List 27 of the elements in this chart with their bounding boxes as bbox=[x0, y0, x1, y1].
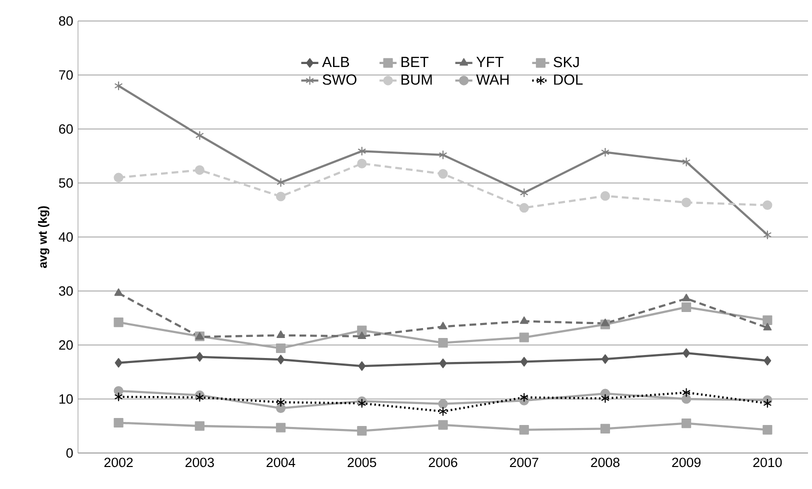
x-tick-label: 2002 bbox=[104, 458, 133, 468]
legend-label: ALB bbox=[322, 56, 350, 68]
legend-label: DOL bbox=[554, 74, 583, 85]
legend-label: SKJ bbox=[554, 56, 579, 68]
y-tick-label: 10 bbox=[59, 394, 73, 404]
legend-label: SWO bbox=[322, 74, 356, 85]
y-tick-label: 50 bbox=[59, 178, 73, 188]
y-tick-label: 60 bbox=[59, 124, 73, 134]
y-tick-label: 70 bbox=[59, 70, 73, 80]
legend-label: BUM bbox=[402, 74, 432, 85]
x-tick-label: 2008 bbox=[591, 458, 620, 468]
x-tick-label: 2003 bbox=[186, 458, 214, 468]
y-tick-label: 0 bbox=[66, 448, 73, 458]
y-axis-title: avg wt (kg) bbox=[38, 206, 50, 268]
x-tick-label: 2010 bbox=[753, 458, 782, 468]
legend-label: WAH bbox=[476, 74, 509, 85]
y-tick-label: 30 bbox=[58, 286, 73, 296]
y-tick-label: 20 bbox=[59, 340, 73, 350]
x-tick-label: 2009 bbox=[672, 458, 701, 468]
legend-label: YFT bbox=[476, 56, 504, 68]
x-tick-label: 2004 bbox=[266, 458, 296, 468]
x-tick-label: 2005 bbox=[348, 458, 376, 468]
y-tick-label: 80 bbox=[59, 16, 73, 26]
x-tick-label: 2007 bbox=[510, 458, 538, 468]
legend-label: BET bbox=[402, 56, 428, 68]
x-tick-label: 2006 bbox=[428, 458, 458, 468]
y-tick-label: 40 bbox=[58, 232, 73, 242]
